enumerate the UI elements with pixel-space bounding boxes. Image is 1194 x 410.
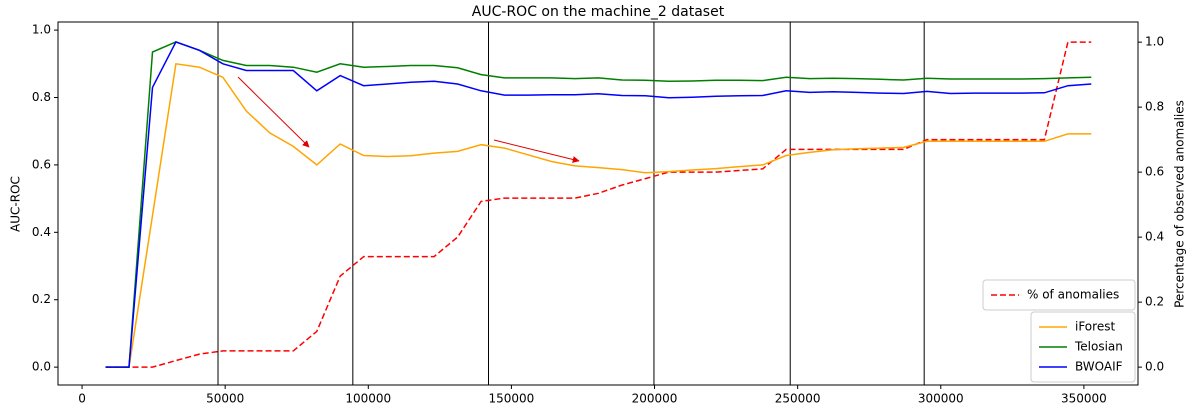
y-tick-label: 0.6 (32, 157, 51, 171)
x-tick-label: 150000 (489, 392, 535, 406)
y2-tick-label: 0.2 (1145, 295, 1164, 309)
series-line (105, 40, 1092, 368)
x-tick-label: 300000 (918, 392, 964, 406)
x-tick-label: 200000 (632, 392, 678, 406)
y2-tick-label: 0.6 (1145, 165, 1164, 179)
y2-tick-label: 0.8 (1145, 100, 1164, 114)
y2-axis-label: Percentage of observed anomalies (1173, 100, 1187, 308)
y-tick-label: 1.0 (32, 23, 51, 37)
y-tick-label: 0.0 (32, 360, 51, 374)
y-tick-label: 0.8 (32, 90, 51, 104)
series-line (105, 41, 1092, 368)
x-tick-label: 250000 (775, 392, 821, 406)
legend-label: Telosian (1074, 340, 1123, 354)
y2-tick-label: 0.0 (1145, 360, 1164, 374)
legend-box (1030, 311, 1136, 383)
x-tick-label: 0 (78, 392, 86, 406)
chart-title: AUC-ROC on the machine_2 dataset (472, 4, 725, 20)
y-axis-label: AUC-ROC (9, 176, 23, 232)
legend-label: % of anomalies (1027, 288, 1119, 302)
x-tick-label: 50000 (206, 392, 244, 406)
legend-label: BWOAIF (1075, 360, 1123, 374)
y2-tick-label: 0.4 (1145, 230, 1164, 244)
y2-tick-label: 1.0 (1145, 35, 1164, 49)
y-tick-label: 0.2 (32, 292, 51, 306)
x-tick-label: 100000 (345, 392, 391, 406)
annotation-arrow (237, 76, 310, 148)
legend-box (982, 279, 1136, 311)
legend-label: iForest (1075, 320, 1115, 334)
plot-frame (57, 21, 1139, 386)
annotation-arrow (493, 139, 580, 163)
series-line (105, 62, 1092, 368)
series-line (105, 41, 1092, 368)
x-tick-label: 350000 (1061, 392, 1107, 406)
y-tick-label: 0.4 (32, 225, 51, 239)
